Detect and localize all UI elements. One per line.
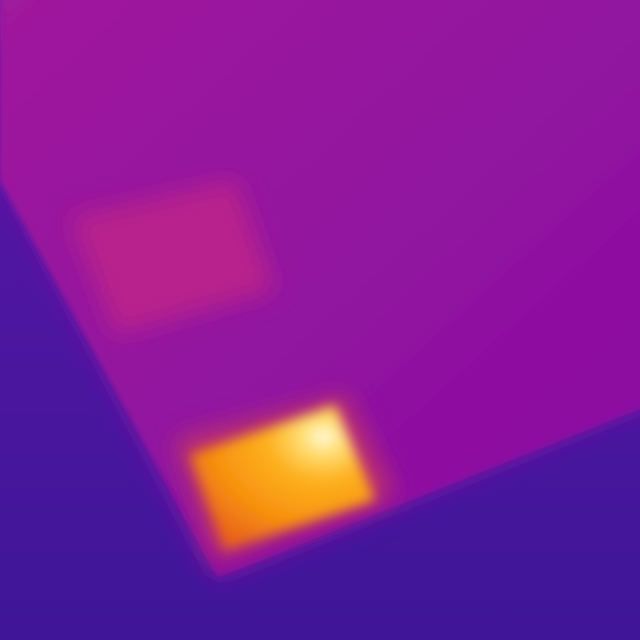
hot-spot: [190, 405, 375, 550]
slab: [0, 0, 640, 577]
warm-patch: [70, 180, 275, 335]
